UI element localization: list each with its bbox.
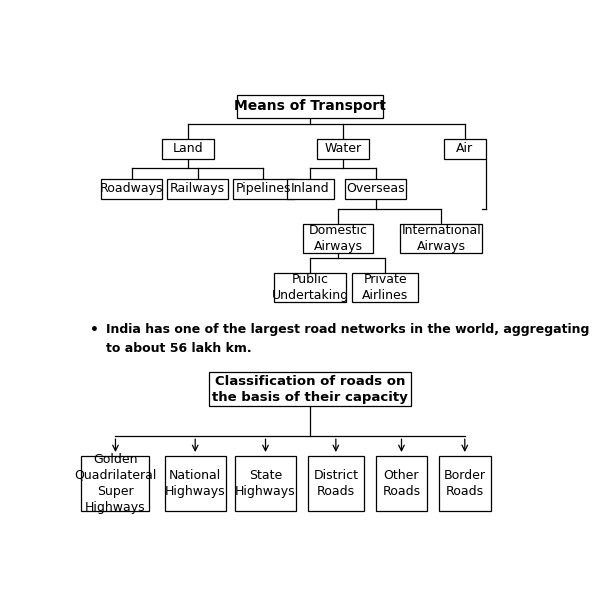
Text: State
Highways: State Highways [235,469,296,498]
FancyBboxPatch shape [352,273,418,302]
FancyBboxPatch shape [233,179,293,199]
Text: District
Roads: District Roads [313,469,358,498]
Text: Classification of roads on
the basis of their capacity: Classification of roads on the basis of … [212,375,408,404]
FancyBboxPatch shape [376,457,427,510]
FancyBboxPatch shape [345,179,406,199]
Text: Public
Undertaking: Public Undertaking [272,274,348,302]
Text: Private
Airlines: Private Airlines [362,274,408,302]
FancyBboxPatch shape [209,372,411,406]
Text: Golden
Quadrilateral
Super
Highways: Golden Quadrilateral Super Highways [74,453,157,514]
Text: Inland: Inland [291,182,329,195]
Text: India has one of the largest road networks in the world, aggregating: India has one of the largest road networ… [106,323,589,336]
Text: Other
Roads: Other Roads [382,469,420,498]
FancyBboxPatch shape [287,179,333,199]
Text: Overseas: Overseas [347,182,405,195]
FancyBboxPatch shape [162,139,214,159]
Text: National
Highways: National Highways [165,469,226,498]
FancyBboxPatch shape [165,457,226,510]
FancyBboxPatch shape [102,179,162,199]
Text: Border
Roads: Border Roads [444,469,486,498]
FancyBboxPatch shape [167,179,228,199]
FancyBboxPatch shape [237,95,383,118]
FancyBboxPatch shape [235,457,296,510]
Text: Means of Transport: Means of Transport [234,99,386,113]
FancyBboxPatch shape [401,224,482,253]
Text: International
Airways: International Airways [402,224,481,253]
Text: Roadways: Roadways [100,182,163,195]
Text: Water: Water [324,143,361,155]
FancyBboxPatch shape [82,457,149,510]
FancyBboxPatch shape [443,139,486,159]
Text: Land: Land [173,143,203,155]
FancyBboxPatch shape [303,224,373,253]
Text: •: • [90,323,99,337]
FancyBboxPatch shape [273,273,347,302]
Text: Pipelines: Pipelines [235,182,291,195]
Text: Domestic
Airways: Domestic Airways [309,224,368,253]
Text: to about 56 lakh km.: to about 56 lakh km. [106,342,252,355]
Text: Railways: Railways [170,182,225,195]
FancyBboxPatch shape [317,139,368,159]
FancyBboxPatch shape [308,457,364,510]
Text: Air: Air [456,143,473,155]
FancyBboxPatch shape [439,457,491,510]
